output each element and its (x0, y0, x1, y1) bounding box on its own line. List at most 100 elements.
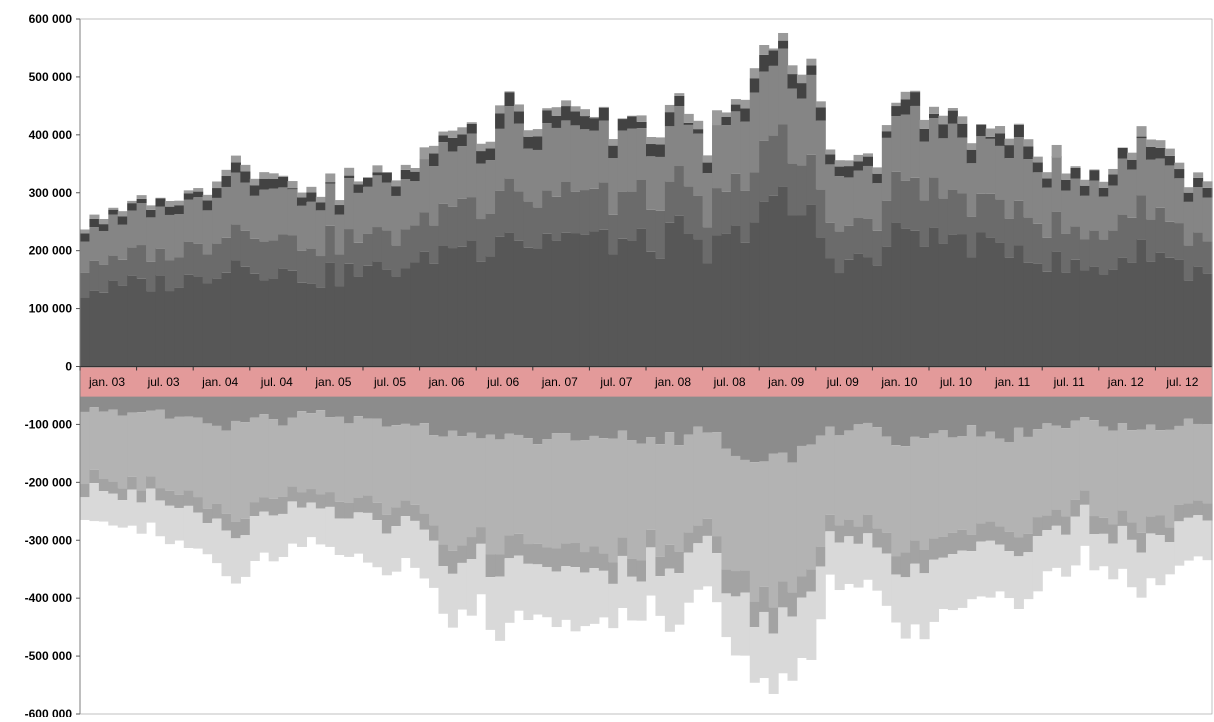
positive-area-segment (278, 235, 288, 269)
positive-area-segment (1193, 178, 1203, 187)
positive-area-segment (571, 125, 581, 191)
positive-area-segment (1174, 178, 1184, 223)
positive-area-segment (344, 176, 354, 179)
negative-area-segment (797, 446, 807, 577)
negative-area-segment (976, 437, 986, 524)
y-tick-label: 400 000 (29, 128, 73, 142)
positive-area-segment (1174, 163, 1184, 169)
positive-area-segment (929, 177, 939, 227)
negative-area-segment (995, 439, 1005, 527)
negative-area-segment (99, 412, 109, 479)
positive-area-segment (901, 115, 911, 181)
positive-area-segment (212, 278, 222, 366)
positive-area-segment (184, 190, 194, 193)
positive-area-segment (844, 177, 854, 225)
negative-area-segment (929, 538, 939, 559)
positive-area-segment (382, 230, 392, 269)
negative-area-segment (778, 453, 788, 582)
positive-area-segment (401, 269, 411, 367)
positive-area-segment (420, 147, 430, 159)
positive-area-segment (571, 233, 581, 366)
negative-area-segment (523, 564, 533, 620)
positive-area-segment (750, 222, 760, 366)
positive-area-segment (910, 178, 920, 231)
positive-area-segment (240, 171, 250, 182)
positive-area-segment (457, 146, 467, 199)
negative-area-segment (1203, 521, 1213, 561)
negative-area-segment (306, 489, 316, 503)
positive-area-segment (854, 218, 864, 254)
positive-area-segment (127, 247, 137, 275)
negative-area-segment (1118, 526, 1128, 569)
positive-area-segment (580, 116, 590, 129)
positive-area-segment (693, 129, 703, 134)
positive-area-segment (542, 108, 552, 110)
negative-area-segment (184, 490, 194, 506)
positive-area-segment (193, 192, 203, 198)
positive-area-segment (212, 188, 222, 198)
positive-area-segment (1137, 138, 1147, 195)
negative-area-segment (391, 526, 401, 572)
negative-area-segment (806, 592, 816, 660)
negative-area-segment (901, 446, 911, 552)
negative-area-segment (137, 412, 147, 490)
negative-area-segment (1033, 429, 1043, 517)
positive-area-segment (1080, 180, 1090, 186)
negative-area-segment (80, 497, 90, 520)
negative-area-segment (637, 582, 647, 621)
positive-area-segment (750, 78, 760, 92)
negative-area-segment (467, 559, 477, 616)
positive-area-segment (118, 225, 128, 260)
positive-area-segment (165, 261, 175, 292)
positive-area-segment (80, 229, 90, 233)
positive-area-segment (608, 158, 618, 215)
negative-area-segment (750, 462, 760, 601)
positive-area-segment (872, 183, 882, 231)
negative-area-segment (967, 535, 977, 551)
negative-area-segment (259, 497, 269, 512)
positive-area-segment (825, 164, 835, 222)
positive-area-segment (259, 179, 269, 190)
positive-area-segment (778, 49, 788, 125)
positive-area-segment (193, 276, 203, 366)
positive-area-segment (476, 144, 486, 151)
negative-area-segment (948, 533, 958, 554)
negative-area-segment (1203, 503, 1213, 520)
negative-area-segment (957, 530, 967, 551)
positive-area-segment (854, 155, 864, 161)
negative-area-segment (759, 612, 769, 678)
negative-area-segment (806, 569, 816, 591)
negative-area-segment (627, 577, 637, 621)
negative-area-segment (354, 512, 364, 553)
positive-area-segment (410, 181, 420, 225)
positive-area-segment (1146, 147, 1156, 160)
negative-area-segment (910, 437, 920, 540)
negative-area-segment (325, 507, 335, 547)
negative-area-segment (1052, 426, 1062, 510)
positive-area-segment (920, 142, 930, 201)
negative-area-segment (910, 564, 920, 625)
negative-area-segment (231, 421, 241, 522)
negative-area-segment (137, 490, 147, 502)
positive-area-segment (448, 207, 458, 248)
negative-area-segment (306, 503, 316, 538)
positive-area-segment (1118, 159, 1128, 215)
positive-area-segment (665, 181, 675, 223)
positive-area-segment (438, 246, 448, 367)
negative-area-segment (665, 569, 675, 632)
positive-area-segment (1127, 153, 1137, 160)
positive-area-segment (372, 165, 382, 172)
positive-area-segment (1137, 137, 1147, 139)
positive-area-segment (240, 231, 250, 267)
positive-area-segment (1023, 217, 1033, 263)
negative-area-segment (127, 412, 137, 476)
positive-area-segment (806, 59, 816, 66)
positive-area-segment (1155, 253, 1165, 367)
negative-area-segment (533, 564, 543, 614)
positive-area-segment (1137, 126, 1147, 136)
negative-area-segment (542, 439, 552, 547)
negative-area-segment (316, 494, 326, 508)
negative-area-segment (486, 554, 496, 577)
negative-area-segment (552, 548, 562, 571)
positive-area-segment (222, 187, 232, 238)
